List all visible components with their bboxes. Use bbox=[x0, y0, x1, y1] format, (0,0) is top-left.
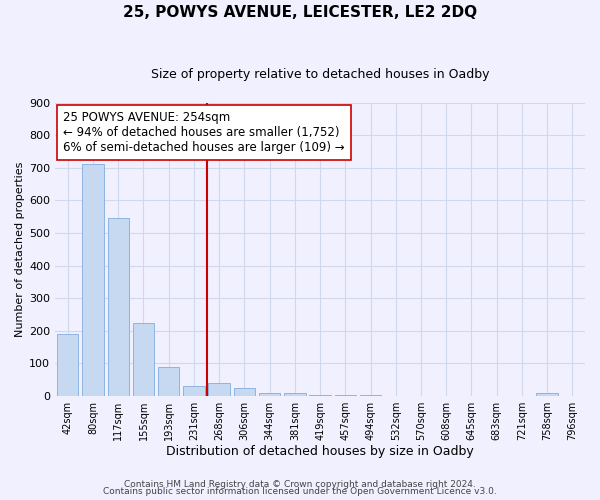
Bar bbox=[133, 322, 154, 396]
Bar bbox=[335, 395, 356, 396]
Bar bbox=[208, 383, 230, 396]
Title: Size of property relative to detached houses in Oadby: Size of property relative to detached ho… bbox=[151, 68, 490, 80]
Bar bbox=[233, 388, 255, 396]
Text: 25, POWYS AVENUE, LEICESTER, LE2 2DQ: 25, POWYS AVENUE, LEICESTER, LE2 2DQ bbox=[123, 5, 477, 20]
Bar bbox=[107, 218, 129, 396]
Bar bbox=[310, 395, 331, 396]
Text: Contains HM Land Registry data © Crown copyright and database right 2024.: Contains HM Land Registry data © Crown c… bbox=[124, 480, 476, 489]
Text: 25 POWYS AVENUE: 254sqm
← 94% of detached houses are smaller (1,752)
6% of semi-: 25 POWYS AVENUE: 254sqm ← 94% of detache… bbox=[63, 112, 345, 154]
Text: Contains public sector information licensed under the Open Government Licence v3: Contains public sector information licen… bbox=[103, 487, 497, 496]
Bar bbox=[183, 386, 205, 396]
Bar bbox=[259, 393, 280, 396]
X-axis label: Distribution of detached houses by size in Oadby: Distribution of detached houses by size … bbox=[166, 444, 474, 458]
Bar bbox=[158, 368, 179, 396]
Bar bbox=[82, 164, 104, 396]
Bar bbox=[284, 393, 305, 396]
Bar bbox=[57, 334, 79, 396]
Bar bbox=[536, 394, 558, 396]
Y-axis label: Number of detached properties: Number of detached properties bbox=[15, 162, 25, 337]
